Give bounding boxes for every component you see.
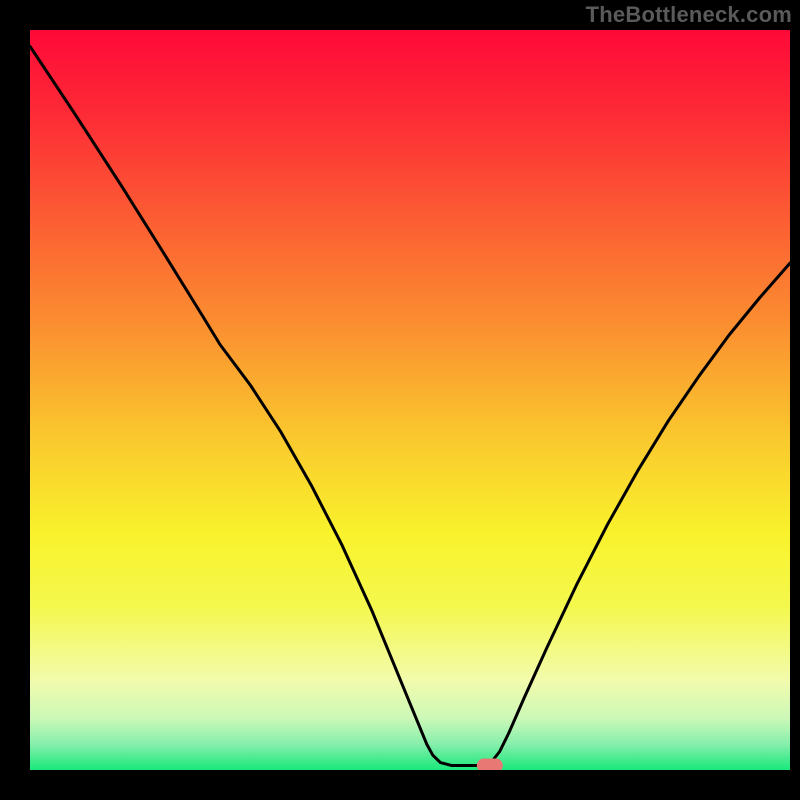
watermark-text: TheBottleneck.com (586, 2, 792, 28)
chart-border (790, 0, 800, 800)
chart-container: TheBottleneck.com (0, 0, 800, 800)
chart-border (0, 770, 800, 800)
chart-border (0, 0, 30, 800)
chart-background (30, 30, 790, 770)
bottleneck-chart (0, 0, 800, 800)
